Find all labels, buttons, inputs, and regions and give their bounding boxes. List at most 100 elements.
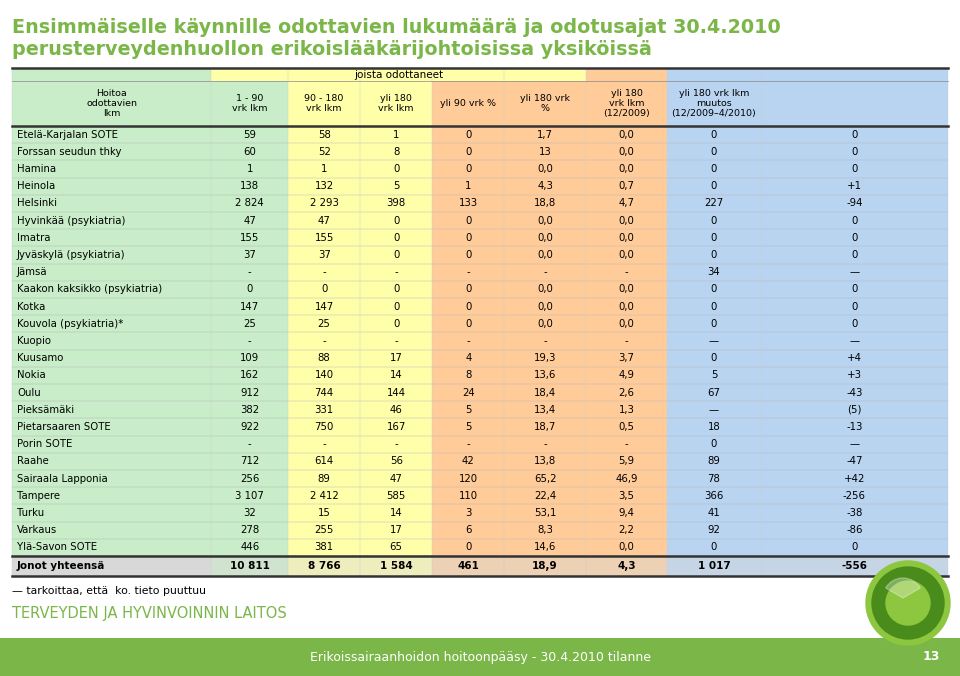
Bar — [211, 68, 586, 81]
Text: 0,0: 0,0 — [618, 542, 635, 552]
Text: 13: 13 — [539, 147, 551, 157]
Text: 0,0: 0,0 — [618, 250, 635, 260]
Text: 4: 4 — [465, 353, 471, 363]
Text: 0: 0 — [465, 130, 471, 140]
Text: Helsinki: Helsinki — [17, 198, 57, 208]
Text: 614: 614 — [315, 456, 334, 466]
Text: -: - — [248, 439, 252, 449]
Text: 147: 147 — [315, 301, 334, 312]
Text: -: - — [543, 336, 547, 346]
Text: 0,7: 0,7 — [618, 181, 635, 191]
Text: 167: 167 — [387, 422, 406, 432]
Text: -: - — [467, 336, 470, 346]
Text: 3: 3 — [465, 508, 471, 518]
Bar — [432, 556, 504, 576]
Text: 8: 8 — [465, 370, 471, 381]
Text: 41: 41 — [708, 508, 720, 518]
Text: 18,7: 18,7 — [534, 422, 556, 432]
Text: 162: 162 — [240, 370, 259, 381]
Text: 0: 0 — [465, 319, 471, 329]
Text: Jyväskylä (psykiatria): Jyväskylä (psykiatria) — [17, 250, 126, 260]
Text: -47: -47 — [846, 456, 863, 466]
Text: —: — — [708, 336, 719, 346]
Text: Hamina: Hamina — [17, 164, 56, 174]
Text: Turku: Turku — [17, 508, 44, 518]
Text: 88: 88 — [318, 353, 330, 363]
Text: -: - — [323, 336, 326, 346]
Text: 331: 331 — [315, 405, 334, 415]
Text: -: - — [467, 267, 470, 277]
Text: 0,0: 0,0 — [537, 319, 553, 329]
Text: +4: +4 — [847, 353, 862, 363]
Text: 0: 0 — [852, 147, 857, 157]
Text: 1 584: 1 584 — [380, 561, 413, 571]
Text: yli 180
vrk lkm
(12/2009): yli 180 vrk lkm (12/2009) — [603, 89, 650, 118]
Text: 140: 140 — [315, 370, 334, 381]
Text: 0: 0 — [710, 181, 717, 191]
Text: -38: -38 — [846, 508, 863, 518]
Text: 13,6: 13,6 — [534, 370, 556, 381]
Text: 398: 398 — [387, 198, 406, 208]
Text: 3 107: 3 107 — [235, 491, 264, 501]
Text: -: - — [467, 439, 470, 449]
Text: Raahe: Raahe — [17, 456, 49, 466]
Bar — [761, 68, 948, 576]
Text: Pietarsaaren SOTE: Pietarsaaren SOTE — [17, 422, 110, 432]
Text: joista odottaneet: joista odottaneet — [354, 70, 444, 80]
Text: -: - — [543, 267, 547, 277]
Bar — [586, 68, 667, 576]
Text: 0: 0 — [710, 439, 717, 449]
Text: 0: 0 — [465, 542, 471, 552]
Text: 89: 89 — [708, 456, 720, 466]
Text: 19,3: 19,3 — [534, 353, 556, 363]
Text: 381: 381 — [315, 542, 334, 552]
Text: 0: 0 — [710, 285, 717, 295]
Text: Kotka: Kotka — [17, 301, 45, 312]
Text: +42: +42 — [844, 474, 865, 483]
Text: (5): (5) — [847, 405, 862, 415]
Text: Kaakon kaksikko (psykiatria): Kaakon kaksikko (psykiatria) — [17, 285, 162, 295]
Text: 0: 0 — [852, 233, 857, 243]
Text: 59: 59 — [243, 130, 256, 140]
Text: 90 - 180
vrk lkm: 90 - 180 vrk lkm — [304, 94, 344, 113]
Text: 65,2: 65,2 — [534, 474, 556, 483]
Text: 67: 67 — [708, 387, 721, 397]
Text: 0: 0 — [710, 301, 717, 312]
Text: 0: 0 — [393, 216, 399, 226]
Text: 744: 744 — [315, 387, 334, 397]
Bar — [211, 556, 288, 576]
Text: 0: 0 — [465, 285, 471, 295]
Text: 0,0: 0,0 — [618, 301, 635, 312]
Text: 52: 52 — [318, 147, 330, 157]
Text: 0: 0 — [393, 285, 399, 295]
Text: Forssan seudun thky: Forssan seudun thky — [17, 147, 122, 157]
Text: 42: 42 — [462, 456, 474, 466]
Bar — [586, 556, 667, 576]
Text: 9,4: 9,4 — [618, 508, 635, 518]
Text: —: — — [708, 405, 719, 415]
Text: 144: 144 — [387, 387, 406, 397]
Text: 2,6: 2,6 — [618, 387, 635, 397]
Text: 34: 34 — [708, 267, 720, 277]
Text: 5,9: 5,9 — [618, 456, 635, 466]
Text: 15: 15 — [318, 508, 330, 518]
Text: 0: 0 — [465, 147, 471, 157]
Text: 446: 446 — [240, 542, 259, 552]
Text: 0,0: 0,0 — [618, 130, 635, 140]
Text: 0,0: 0,0 — [618, 285, 635, 295]
Text: 1,3: 1,3 — [618, 405, 635, 415]
Text: 4,3: 4,3 — [617, 561, 636, 571]
Text: 4,3: 4,3 — [537, 181, 553, 191]
Text: Pieksämäki: Pieksämäki — [17, 405, 74, 415]
Text: 47: 47 — [390, 474, 402, 483]
Text: 5: 5 — [465, 422, 471, 432]
Bar — [667, 556, 761, 576]
Bar — [504, 556, 586, 576]
Text: 0: 0 — [393, 250, 399, 260]
Text: 3,7: 3,7 — [618, 353, 635, 363]
Text: 47: 47 — [243, 216, 256, 226]
Text: 0: 0 — [710, 130, 717, 140]
Text: 0: 0 — [710, 233, 717, 243]
Text: -: - — [395, 336, 398, 346]
Text: 0,0: 0,0 — [537, 301, 553, 312]
